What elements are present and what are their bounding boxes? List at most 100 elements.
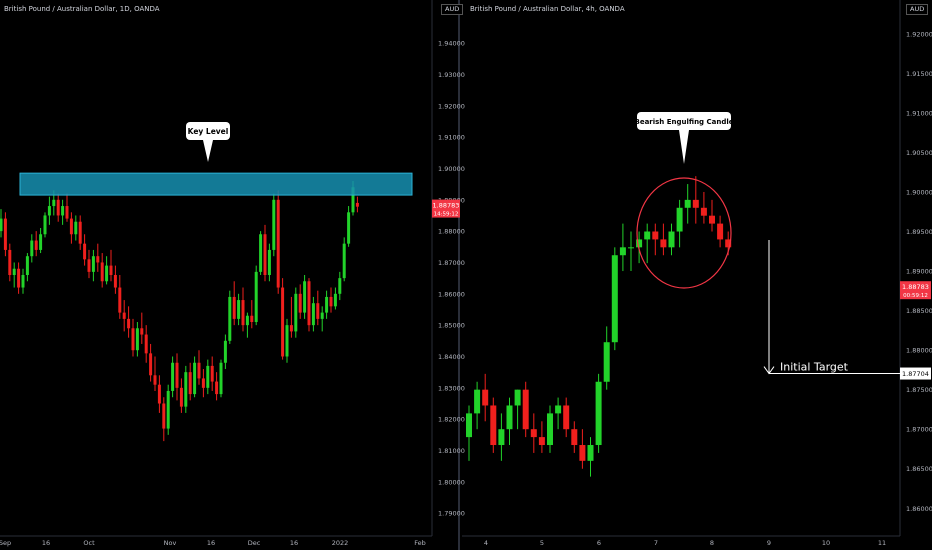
left-candle-body [215,381,219,395]
left-candle-body [96,256,100,263]
left-candle-body [3,218,7,250]
left-candle-body [74,221,78,235]
left-candle-body [325,296,329,313]
right-candle-body [530,429,537,438]
left-candle-body [250,315,254,323]
left-candle-body [78,221,82,244]
left-candle-body [127,318,131,329]
left-y-tick-label: 1.80000 [438,478,465,486]
right-y-tick-label: 1.90500 [906,149,932,157]
right-candle-body [611,255,618,343]
right-candle-body [684,199,691,208]
left-x-tick-label: 16 [207,539,215,547]
left-candle-body [166,390,170,429]
left-x-tick-label: Nov [164,539,177,547]
right-candle-body [628,247,634,249]
left-x-tick-label: 16 [290,539,298,547]
left-y-tick-label: 1.79000 [438,510,465,518]
right-price-tag-value: 1.88783 [902,283,929,291]
left-candle-body [316,303,320,319]
left-candle-body [267,249,271,275]
left-pane-title: British Pound / Australian Dollar, 1D, O… [4,5,160,13]
left-candle-body [8,249,12,275]
left-x-tick-label: Dec [248,539,261,547]
left-x-tick-label: Feb [414,539,426,547]
left-candle-body [351,187,355,213]
left-y-tick-label: 1.84000 [438,353,465,361]
initial-target-label: Initial Target [780,361,849,374]
left-candle-body [179,387,183,407]
left-candle-body [109,265,113,275]
left-candle-body [162,403,166,429]
left-candle-body [118,287,122,313]
left-candle-body [311,303,315,326]
left-candle-body [153,375,157,385]
right-candle-body [668,231,675,248]
right-candle-body [676,207,683,232]
right-candle-body [506,405,513,430]
right-y-tick-label: 1.86500 [906,465,932,473]
right-y-tick-label: 1.92000 [906,30,932,38]
key-level-callout-pointer [203,140,213,162]
left-candle-body [91,256,95,272]
left-candle-body [175,362,179,388]
left-candle-body [342,243,346,279]
right-y-tick-label: 1.87000 [906,426,932,434]
left-y-tick-label: 1.91000 [438,134,465,142]
left-candle-body [338,278,342,294]
bearish-engulfing-circle [636,177,732,289]
right-price-tag [900,281,931,300]
left-candle-body [307,281,311,326]
left-x-tick-label: 16 [42,539,50,547]
right-currency-label: AUD [906,4,929,15]
right-candle-body [644,231,651,240]
left-candle-body [272,199,276,250]
left-candle-body [39,234,43,250]
right-candle-body [725,239,732,248]
right-x-tick-label: 7 [654,539,658,547]
right-x-tick-label: 4 [484,539,488,547]
right-candle-body [482,389,489,406]
left-y-tick-label: 1.92000 [438,102,465,110]
left-y-tick-label: 1.88000 [438,228,465,236]
bearish-engulfing-callout-pointer [679,130,689,164]
left-candle-body [34,240,38,250]
left-candle-body [47,206,51,216]
left-candle-body [223,340,227,363]
left-y-tick-label: 1.87000 [438,259,465,267]
left-candle-body [206,365,210,388]
left-candle-body [135,328,139,351]
left-candle-body [232,296,236,319]
left-candle-body [237,300,241,319]
right-x-tick-label: 6 [597,539,601,547]
right-candle-body [619,247,626,256]
left-candle-body [188,372,192,395]
right-y-tick-label: 1.91000 [906,109,932,117]
right-y-tick-label: 1.87500 [906,386,932,394]
left-candle-body [210,365,214,382]
left-candle-body [69,218,73,235]
right-candle-body [466,413,472,438]
left-y-tick-label: 1.83000 [438,384,465,392]
left-candle-body [56,199,60,216]
right-pane-title: British Pound / Australian Dollar, 4h, O… [470,5,625,13]
left-candle-body [254,271,258,323]
right-candle-body [709,215,715,224]
bearish-engulfing-callout-box [637,112,731,130]
left-price-tag [432,199,460,218]
left-candle-body [105,265,109,282]
left-candle-body [171,362,175,391]
left-candle-body [131,328,135,351]
key-level-zone [19,172,413,196]
left-candle-body [12,268,16,275]
left-candle-body [329,296,333,307]
right-candle-body [498,429,505,446]
left-candle-body [320,312,324,319]
left-candle-body [298,293,302,313]
left-candle-body [294,293,298,332]
right-candle-body [692,199,699,208]
left-candle-body [347,212,351,244]
left-candle-body [333,293,337,307]
right-candle-body [474,389,481,414]
